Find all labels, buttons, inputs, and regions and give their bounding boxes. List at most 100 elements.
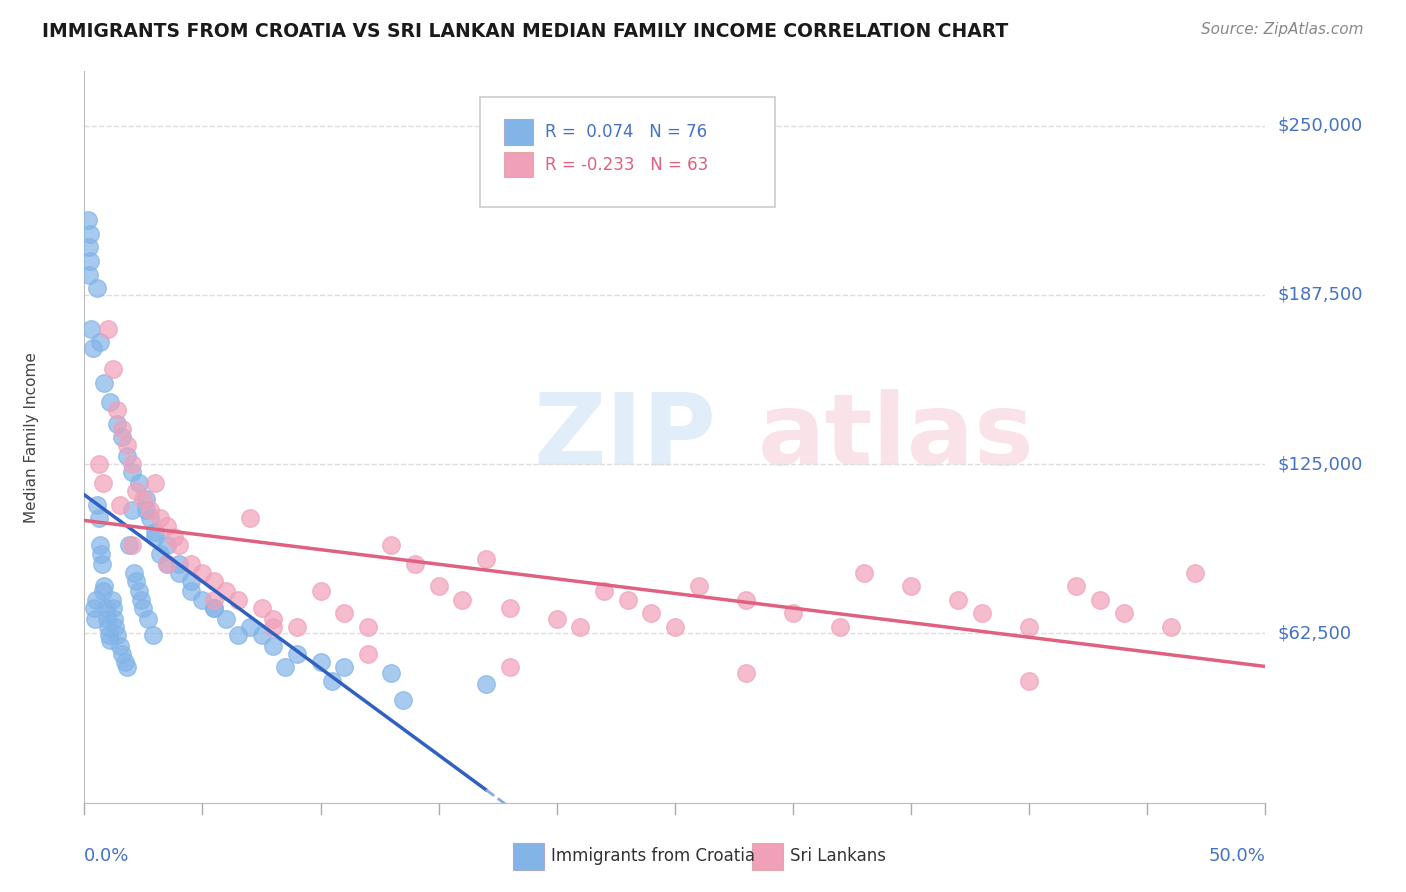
Point <box>262 639 284 653</box>
Point <box>380 538 402 552</box>
Point <box>143 476 166 491</box>
Text: atlas: atlas <box>758 389 1035 485</box>
Point <box>136 611 159 625</box>
Point <box>309 584 332 599</box>
Point <box>202 592 225 607</box>
Point <box>115 438 138 452</box>
Point <box>91 584 114 599</box>
Text: 50.0%: 50.0% <box>1209 847 1265 864</box>
Point <box>569 620 592 634</box>
Point <box>239 511 262 525</box>
Point <box>167 558 190 572</box>
Point <box>135 492 157 507</box>
Point <box>108 498 131 512</box>
Text: R = -0.233   N = 63: R = -0.233 N = 63 <box>546 156 709 174</box>
Point <box>87 511 110 525</box>
Point <box>84 611 107 625</box>
Point <box>77 240 100 254</box>
Point <box>333 606 356 620</box>
Point <box>664 620 686 634</box>
Point <box>285 647 308 661</box>
Point <box>498 660 520 674</box>
Point <box>191 592 214 607</box>
Point <box>107 628 129 642</box>
Point <box>91 558 114 572</box>
Point <box>97 620 120 634</box>
Point <box>122 566 145 580</box>
Point <box>111 430 134 444</box>
Point <box>333 660 356 674</box>
Point <box>132 492 155 507</box>
Point <box>156 558 179 572</box>
Point <box>262 620 284 634</box>
Point <box>593 584 616 599</box>
Point <box>1018 673 1040 688</box>
Point <box>111 422 134 436</box>
Text: ZIP: ZIP <box>533 389 716 485</box>
Point <box>91 476 114 491</box>
Point <box>149 547 172 561</box>
FancyBboxPatch shape <box>503 152 533 178</box>
Point <box>86 281 108 295</box>
Point <box>167 538 190 552</box>
Point <box>90 547 112 561</box>
Point <box>156 519 179 533</box>
Text: Immigrants from Croatia: Immigrants from Croatia <box>551 847 755 865</box>
Point <box>262 611 284 625</box>
Point <box>688 579 710 593</box>
Point <box>274 660 297 674</box>
Point <box>142 628 165 642</box>
Point <box>135 503 157 517</box>
Point <box>118 538 141 552</box>
Point <box>852 566 875 580</box>
Point <box>475 676 498 690</box>
Point <box>226 592 249 607</box>
Point <box>782 606 804 620</box>
Point <box>215 584 238 599</box>
Point <box>250 600 273 615</box>
Point <box>121 457 143 471</box>
Text: $187,500: $187,500 <box>1277 285 1362 304</box>
Point <box>180 584 202 599</box>
Point <box>900 579 922 593</box>
Point <box>156 558 179 572</box>
Point <box>167 566 190 580</box>
Point <box>107 403 129 417</box>
Point <box>89 538 111 552</box>
Point <box>202 574 225 588</box>
Point <box>1112 606 1135 620</box>
Text: R =  0.074   N = 76: R = 0.074 N = 76 <box>546 123 707 141</box>
Point <box>115 449 138 463</box>
Point <box>734 592 756 607</box>
Point <box>125 574 148 588</box>
Point <box>98 628 121 642</box>
Point <box>93 376 115 390</box>
Point <box>640 606 662 620</box>
Point <box>139 511 162 525</box>
Point <box>115 660 138 674</box>
Text: $62,500: $62,500 <box>1277 624 1351 642</box>
Point <box>83 600 105 615</box>
Point <box>830 620 852 634</box>
Point <box>111 647 134 661</box>
Point <box>77 213 100 227</box>
Point <box>404 558 426 572</box>
Text: Median Family Income: Median Family Income <box>24 351 39 523</box>
Point <box>143 524 166 539</box>
Point <box>89 335 111 350</box>
Point <box>107 417 129 431</box>
Point <box>156 538 179 552</box>
Point <box>128 476 150 491</box>
FancyBboxPatch shape <box>479 97 775 207</box>
Point <box>128 584 150 599</box>
Point <box>129 592 152 607</box>
Point <box>1160 620 1182 634</box>
Text: $250,000: $250,000 <box>1277 117 1362 135</box>
Point <box>98 395 121 409</box>
Point <box>616 592 638 607</box>
Point <box>392 693 415 707</box>
Point <box>101 362 124 376</box>
Point <box>79 227 101 241</box>
Point <box>77 268 100 282</box>
Point <box>380 665 402 680</box>
